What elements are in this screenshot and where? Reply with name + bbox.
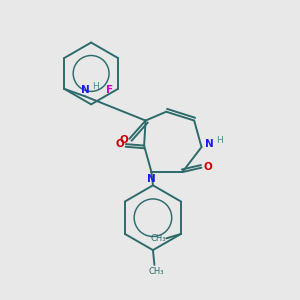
Text: H: H: [216, 136, 223, 145]
Text: N: N: [81, 85, 89, 95]
Text: O: O: [119, 135, 128, 145]
Text: O: O: [115, 139, 124, 148]
Text: N: N: [206, 139, 214, 148]
Text: CH₃: CH₃: [148, 267, 164, 276]
Text: F: F: [106, 85, 113, 95]
Text: H: H: [92, 82, 99, 91]
Text: O: O: [204, 162, 212, 172]
Text: CH₃: CH₃: [150, 234, 166, 243]
Text: N: N: [146, 174, 155, 184]
